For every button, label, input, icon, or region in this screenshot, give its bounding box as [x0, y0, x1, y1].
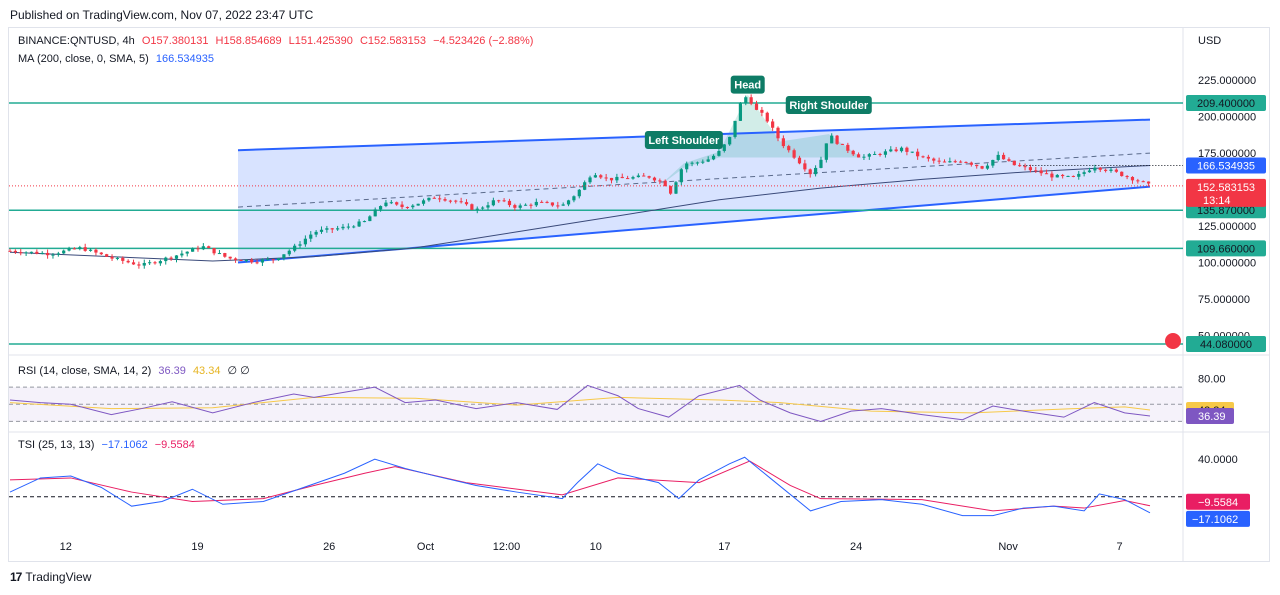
ma-value: 166.534935: [155, 53, 215, 65]
tsi-legend-signal: −9.5584: [154, 439, 195, 451]
rsi-legend-value: 36.39: [158, 365, 186, 377]
footer-brand[interactable]: TradingView: [25, 570, 92, 584]
rsi-legend: RSI (14, close, SMA, 14, 2) 36.39 43.34 …: [18, 364, 254, 377]
tsi-legend: TSI (25, 13, 13) −17.1062 −9.5584: [18, 439, 199, 451]
tsi-label[interactable]: TSI (25, 13, 13): [18, 439, 95, 451]
tsi-legend-value: −17.1062: [101, 439, 148, 451]
close-value: C152.583153: [359, 35, 427, 47]
footer: 17 TradingView: [10, 570, 91, 584]
ma-label[interactable]: MA (200, close, 0, SMA, 5): [18, 53, 149, 65]
rsi-legend-extra: ∅ ∅: [227, 365, 250, 377]
chart-frame: [8, 27, 1270, 562]
open-value: O157.380131: [141, 35, 209, 47]
rsi-legend-sma: 43.34: [192, 365, 221, 377]
main-legend: BINANCE:QNTUSD, 4h O157.380131 H158.8546…: [18, 35, 537, 47]
high-value: H158.854689: [215, 35, 282, 47]
published-caption: Published on TradingView.com, Nov 07, 20…: [10, 8, 314, 22]
rsi-label[interactable]: RSI (14, close, SMA, 14, 2): [18, 365, 152, 377]
tradingview-logo-icon[interactable]: 17: [10, 570, 22, 584]
ma-legend: MA (200, close, 0, SMA, 5) 166.534935: [18, 53, 218, 65]
low-value: L151.425390: [288, 35, 353, 47]
symbol-label[interactable]: BINANCE:QNTUSD, 4h: [18, 35, 135, 47]
change-value: −4.523426 (−2.88%): [433, 35, 534, 47]
